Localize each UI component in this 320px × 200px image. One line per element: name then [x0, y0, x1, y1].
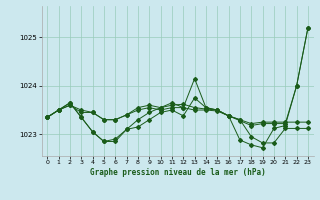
X-axis label: Graphe pression niveau de la mer (hPa): Graphe pression niveau de la mer (hPa) [90, 168, 266, 177]
